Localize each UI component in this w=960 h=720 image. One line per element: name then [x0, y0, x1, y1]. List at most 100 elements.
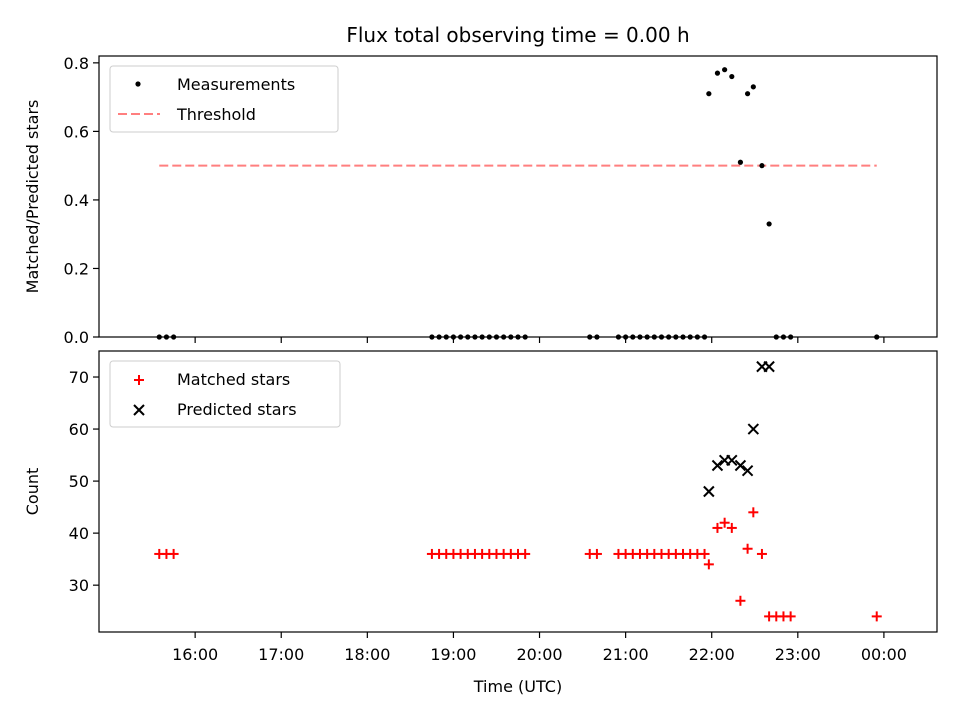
measurement-point [680, 334, 686, 340]
measurement-point [623, 334, 629, 340]
legend-swatch-matched [134, 375, 144, 385]
measurement-point [458, 334, 464, 340]
matched-star-marker [726, 522, 737, 533]
matched-star-marker [520, 548, 531, 559]
measurement-point [508, 334, 514, 340]
y-tick-label: 30 [69, 576, 89, 595]
measurement-point [637, 334, 643, 340]
marker-stroke [703, 485, 715, 498]
measurement-point [706, 91, 712, 97]
legend-label-measurements: Measurements [177, 75, 295, 94]
measurement-point [443, 334, 449, 340]
legend-box [109, 65, 339, 133]
plot-frame [98, 350, 938, 633]
y-tick-label: 50 [69, 472, 89, 491]
marker-stroke [763, 360, 775, 373]
x-tick-label: 20:00 [516, 645, 562, 664]
measurement-point [465, 334, 471, 340]
measurement-point [630, 334, 636, 340]
measurement-point [493, 334, 500, 340]
measurement-point [501, 334, 507, 340]
x-tick-label: 23:00 [775, 645, 821, 664]
matched-star-marker [785, 611, 796, 622]
measurement-point [486, 334, 492, 340]
measurement-point [729, 73, 735, 80]
marker-stroke [726, 454, 738, 466]
y-tick-label: 0.2 [64, 259, 89, 278]
counts-panel: 30 40 50 60 70 16:00 17:00 18:00 19:00 20:00 21:00… [23, 350, 938, 664]
measurement-point [766, 221, 772, 227]
matched-star-marker [703, 559, 714, 570]
matched-star-marker [168, 548, 179, 559]
x-tick-label: 22:00 [689, 645, 735, 664]
predicted-star-marker [703, 485, 715, 498]
matched-star-marker [756, 548, 767, 559]
x-tick-label: 19:00 [430, 645, 476, 664]
predicted-star-marker [726, 454, 738, 466]
measurement-point [615, 334, 622, 340]
measurement-point [515, 334, 521, 340]
measurement-point [479, 334, 485, 340]
y-tick-label: 0.8 [64, 54, 89, 73]
legend-swatch-predicted [133, 404, 145, 416]
predicted-star-marker [763, 360, 775, 373]
y-tick-label: 0.6 [64, 122, 89, 141]
x-tick-label: 00:00 [861, 645, 907, 664]
legend-top: Measurements Threshold [109, 65, 339, 133]
marker-stroke [711, 459, 724, 472]
legend-swatch-measurements [135, 81, 141, 87]
matched-star-marker [591, 548, 602, 559]
measurement-point [436, 334, 442, 340]
marker-stroke [747, 423, 760, 435]
measurement-point [737, 159, 744, 165]
measurement-point [472, 334, 478, 340]
y-axis-label: Count [23, 468, 42, 516]
measurement-point [658, 334, 665, 340]
legend-bottom: Matched stars Predicted stars [109, 360, 341, 428]
predicted-star-marker [741, 464, 754, 477]
measurement-point [651, 334, 657, 340]
legend-label-predicted: Predicted stars [177, 400, 297, 419]
marker-stroke [741, 464, 754, 477]
measurement-point [874, 334, 880, 340]
measurement-point [594, 334, 600, 340]
y-axis-label: Matched/Predicted stars [23, 100, 42, 294]
predicted-star-marker [747, 423, 760, 435]
x-tick-label: 17:00 [258, 645, 304, 664]
y-tick-label: 60 [69, 420, 89, 439]
predicted-star-marker [711, 459, 724, 472]
legend-label-matched: Matched stars [177, 370, 290, 389]
measurement-point [673, 334, 679, 340]
measurement-point [156, 334, 162, 340]
marker-stroke [734, 459, 747, 472]
measurement-point [744, 91, 751, 97]
measurement-point [773, 334, 779, 340]
matched-star-marker [748, 507, 759, 518]
measurement-point [701, 334, 708, 340]
measurement-point [429, 334, 435, 340]
measurement-point [163, 334, 170, 340]
measurement-point [759, 163, 765, 169]
matched-star-marker [719, 517, 730, 528]
measurement-point [522, 334, 528, 340]
x-tick-label: 21:00 [603, 645, 649, 664]
legend-box [109, 360, 341, 428]
marker-stroke [133, 404, 145, 416]
measurement-point [171, 334, 177, 340]
y-tick-label: 0.0 [64, 328, 89, 347]
measurement-point [644, 334, 650, 340]
matched-star-marker [712, 522, 723, 533]
chart-title: Flux total observing time = 0.00 h [346, 23, 689, 47]
measurement-point [694, 334, 700, 340]
measurement-point [750, 84, 756, 90]
legend-label-threshold: Threshold [176, 105, 256, 124]
x-tick-label: 18:00 [344, 645, 390, 664]
measurement-point [687, 334, 693, 340]
predicted-star-marker [734, 459, 747, 472]
y-tick-label: 70 [69, 368, 89, 387]
y-tick-label: 0.4 [64, 191, 89, 210]
matched-star-marker [871, 611, 882, 622]
measurement-point [788, 334, 794, 340]
measurement-point [587, 334, 593, 340]
